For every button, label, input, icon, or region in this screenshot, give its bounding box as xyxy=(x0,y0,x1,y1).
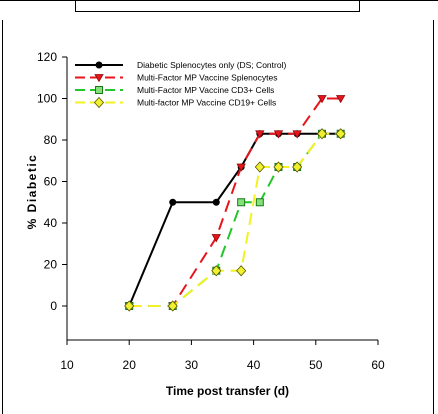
data-point-circle xyxy=(212,198,220,206)
series-line xyxy=(129,132,341,307)
y-tick-label: 0 xyxy=(50,299,57,313)
data-point-diamond xyxy=(316,128,328,140)
x-tick-label: 50 xyxy=(309,358,323,372)
data-point-square xyxy=(255,198,264,207)
data-point-diamond xyxy=(211,265,222,277)
y-tick-label: 80 xyxy=(44,133,58,147)
legend: Diabetic Splenocytes only (DS; Control) M… xyxy=(75,60,286,109)
legend-entry-4: Multi-factor MP Vaccine CD19+ Cells xyxy=(75,96,276,109)
legend-label: Diabetic Splenocytes only (DS; Control) xyxy=(137,60,286,70)
data-point-diamond xyxy=(292,161,303,173)
data-point-triangle xyxy=(292,130,302,139)
x-tick-label: 40 xyxy=(247,358,261,372)
legend-entry-1: Diabetic Splenocytes only (DS; Control) xyxy=(75,60,286,70)
data-point-diamond xyxy=(335,128,346,140)
x-tick-label: 20 xyxy=(123,358,137,372)
data-point-triangle xyxy=(236,163,246,172)
data-point-diamond xyxy=(93,96,105,109)
data-point-circle xyxy=(95,61,103,69)
legend-label: Multi-factor MP Vaccine CD19+ Cells xyxy=(137,98,276,108)
data-point-triangle xyxy=(211,234,221,243)
data-point-diamond xyxy=(167,300,178,312)
data-point-square xyxy=(237,198,246,207)
data-point-triangle xyxy=(94,74,104,83)
x-axis-title: Time post transfer (d) xyxy=(166,384,289,398)
data-point-triangle xyxy=(255,130,265,139)
top-caption-box xyxy=(75,0,360,12)
y-axis-title: % Diabetic xyxy=(25,154,39,230)
y-tick-label: 20 xyxy=(44,258,58,272)
y-tick-label: 60 xyxy=(44,175,58,189)
series-4 xyxy=(124,128,346,312)
series-2 xyxy=(124,95,346,311)
data-point-triangle xyxy=(335,95,346,104)
series-3 xyxy=(125,129,345,310)
x-tick-label: 30 xyxy=(185,358,199,372)
data-point-diamond xyxy=(273,161,284,173)
y-tick-label: 100 xyxy=(37,92,57,106)
data-point-diamond xyxy=(124,300,135,312)
legend-entry-2: Multi-Factor MP Vaccine Splenocytes xyxy=(75,73,277,83)
data-point-circle xyxy=(169,198,177,206)
data-point-triangle xyxy=(273,130,284,139)
data-point-triangle xyxy=(317,95,327,104)
plot-axes: 0 20 40 60 80 100 120 10 20 30 40 50 60 Time post tra… xyxy=(25,50,385,398)
data-point-square xyxy=(95,86,103,94)
series-line xyxy=(129,97,341,307)
x-tick-label: 60 xyxy=(371,358,385,372)
y-tick-label: 40 xyxy=(44,216,58,230)
data-point-diamond xyxy=(236,265,247,277)
legend-label: Multi-Factor MP Vaccine CD3+ Cells xyxy=(137,85,274,95)
x-tick-label: 10 xyxy=(60,358,74,372)
legend-label: Multi-Factor MP Vaccine Splenocytes xyxy=(137,73,277,83)
legend-entry-3: Multi-Factor MP Vaccine CD3+ Cells xyxy=(75,85,274,95)
series-layer xyxy=(124,95,346,312)
y-tick-label: 120 xyxy=(37,50,57,64)
data-point-diamond xyxy=(254,161,265,173)
